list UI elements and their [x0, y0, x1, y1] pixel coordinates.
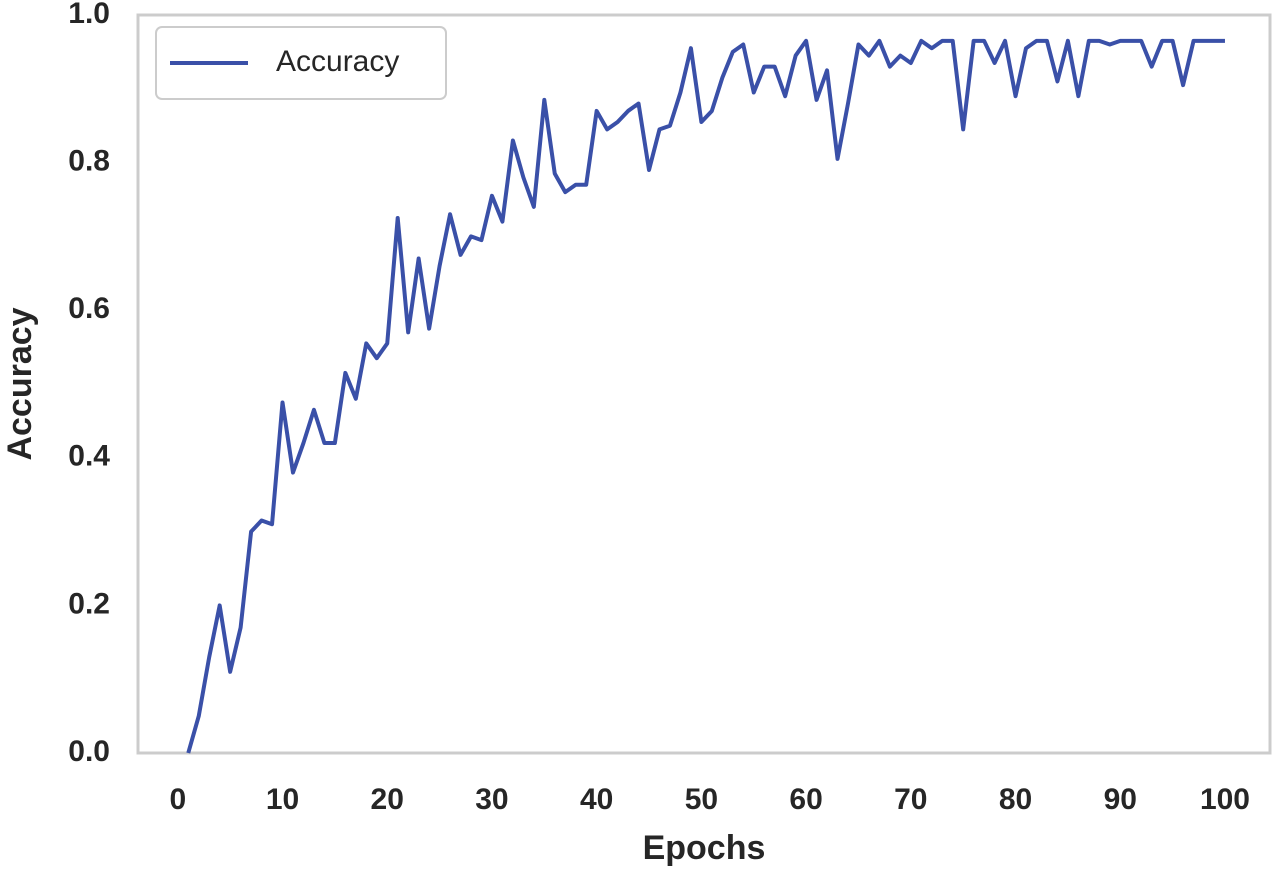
- legend-label: Accuracy: [276, 45, 399, 78]
- y-tick-label: 0.2: [68, 587, 110, 620]
- x-tick-label: 90: [1104, 783, 1137, 816]
- x-tick-label: 40: [580, 783, 613, 816]
- x-tick-label: 60: [789, 783, 822, 816]
- x-tick-label: 0: [169, 783, 186, 816]
- legend-box: [155, 26, 447, 100]
- x-axis-label: Epochs: [643, 829, 766, 867]
- x-tick-label: 10: [266, 783, 299, 816]
- y-tick-label: 1.0: [68, 0, 110, 30]
- x-tick-label: 20: [371, 783, 404, 816]
- y-tick-label: 0.6: [68, 292, 110, 325]
- x-tick-label: 80: [999, 783, 1032, 816]
- data-line: [186, 38, 1225, 754]
- x-tick-label: 50: [685, 783, 718, 816]
- y-tick-label: 0.0: [68, 735, 110, 768]
- y-axis-label: Accuracy: [1, 307, 39, 460]
- y-tick-label: 0.4: [68, 440, 110, 473]
- x-tick-label: 70: [894, 783, 927, 816]
- y-tick-label: 0.8: [68, 145, 110, 178]
- x-tick-label: 100: [1200, 783, 1250, 816]
- x-tick-label: 30: [475, 783, 508, 816]
- plot-frame: [136, 13, 1272, 755]
